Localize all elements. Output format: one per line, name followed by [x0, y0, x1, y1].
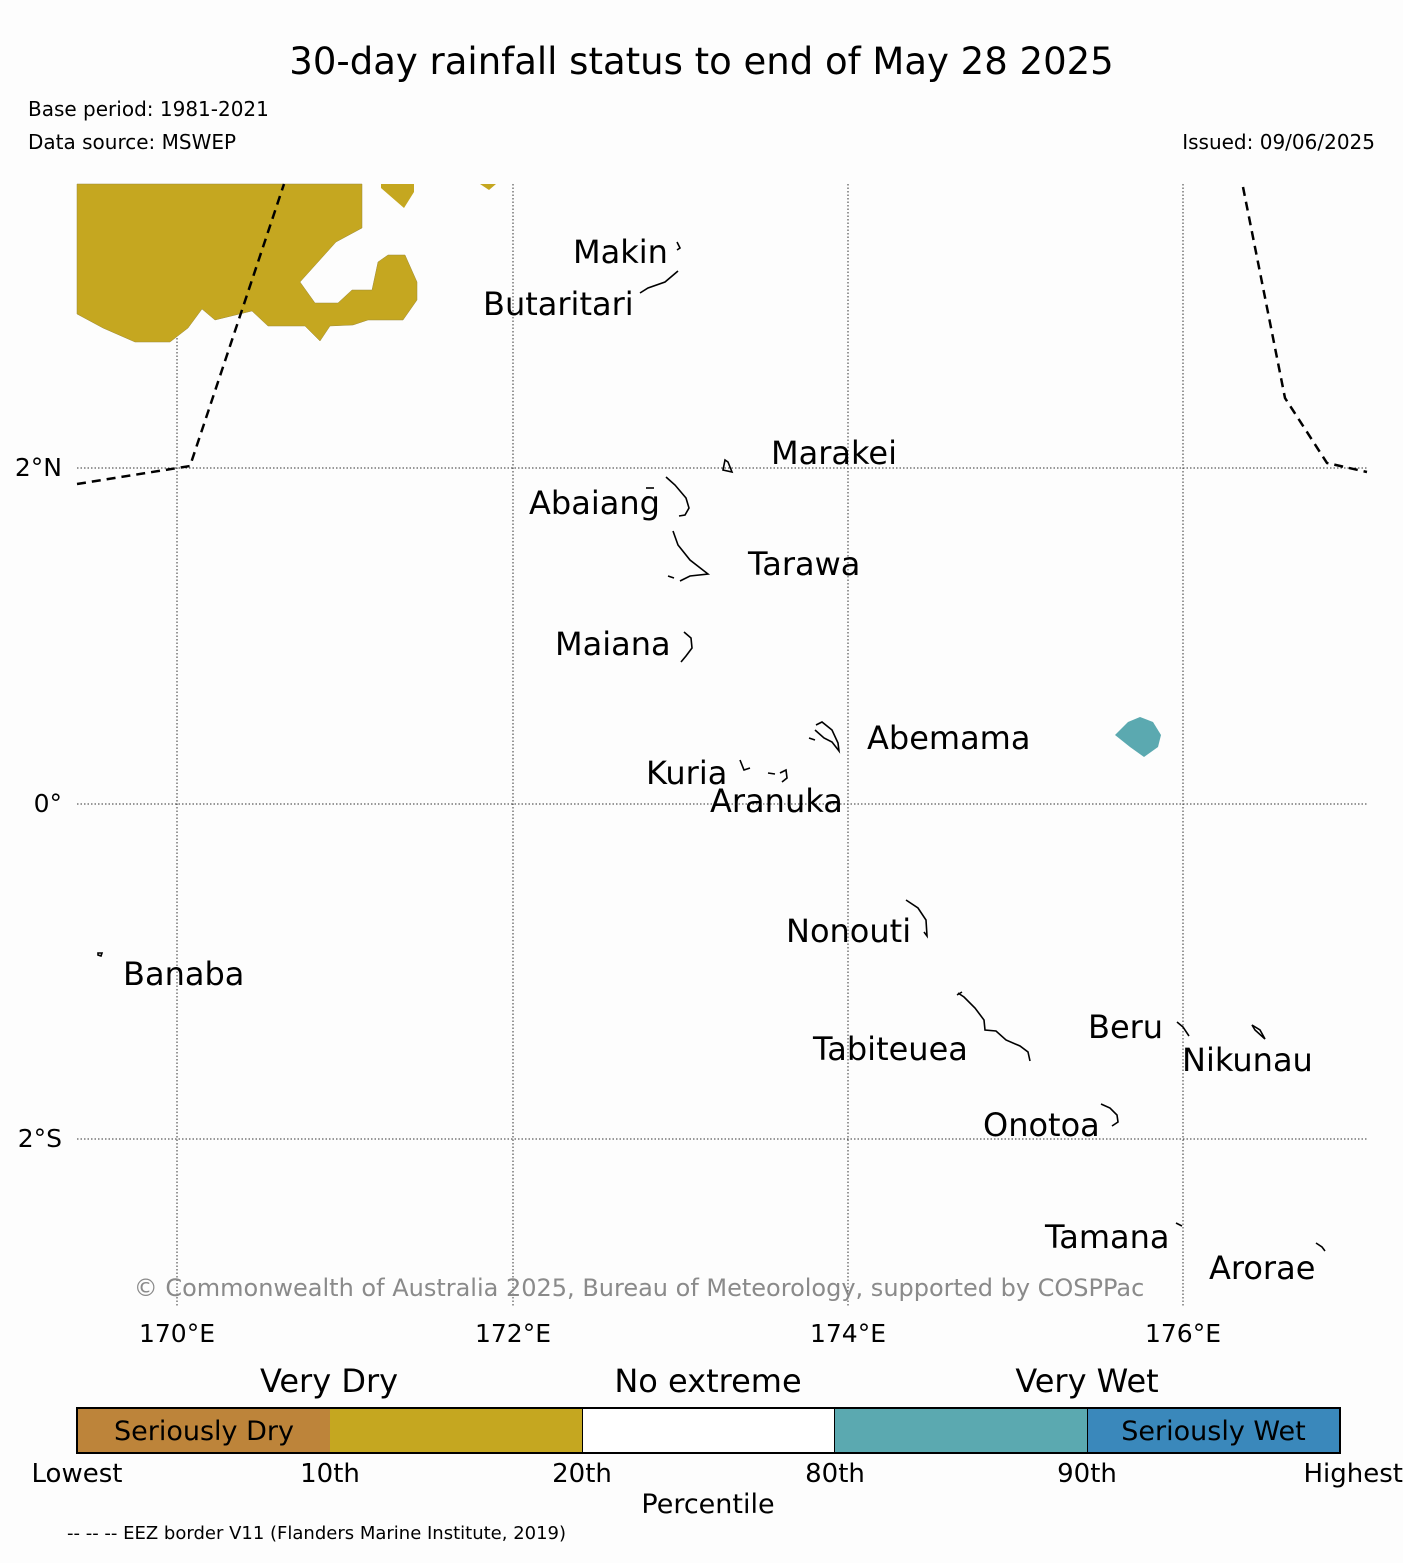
very-dry-region-tiny: [480, 184, 496, 190]
place-label-kuria: Kuria: [646, 754, 728, 792]
lon-label-174e: 174°E: [809, 1319, 886, 1348]
legend-box-seriously-dry: Seriously Dry: [76, 1407, 332, 1454]
legend-tick-80th: 80th: [805, 1459, 865, 1489]
lat-label-2s: 2°S: [17, 1124, 62, 1153]
copyright-text: © Commonwealth of Australia 2025, Bureau…: [133, 1274, 1145, 1302]
tamana-island: [1175, 1222, 1183, 1227]
place-label-nikunau: Nikunau: [1182, 1041, 1313, 1079]
butaritari-atoll: [639, 270, 679, 294]
very-dry-region: [76, 183, 418, 343]
legend-tick-lowest: Lowest: [31, 1459, 123, 1489]
lon-label-170e: 170°E: [138, 1319, 215, 1348]
place-label-aranuka: Aranuka: [710, 782, 843, 820]
abemama-atoll: [814, 721, 841, 754]
nonouti-atoll: [905, 899, 928, 939]
place-label-maiana: Maiana: [555, 625, 671, 663]
arorae-island: [1315, 1242, 1326, 1252]
base-period-text: Base period: 1981-2021: [28, 97, 269, 121]
lon-label-176e: 176°E: [1144, 1319, 1221, 1348]
legend-box-no-extreme: [582, 1407, 836, 1454]
place-label-butaritari: Butaritari: [483, 285, 634, 323]
legend-box-seriously-wet: Seriously Wet: [1087, 1407, 1341, 1454]
place-label-abaiang: Abaiang: [529, 484, 660, 522]
place-label-banaba: Banaba: [123, 955, 245, 993]
makin-atoll: [676, 241, 682, 251]
maiana-atoll: [680, 631, 693, 663]
eez-border: [76, 183, 1368, 486]
onotoa-atoll: [1100, 1103, 1119, 1127]
legend-axis-label: Percentile: [641, 1489, 775, 1520]
place-label-onotoa: Onotoa: [983, 1106, 1100, 1144]
place-label-beru: Beru: [1088, 1008, 1164, 1046]
legend-heading-very-wet: Very Wet: [1015, 1362, 1159, 1400]
tarawa-atoll: [672, 530, 711, 582]
legend-box-very-wet: [834, 1407, 1089, 1454]
map-title: 30-day rainfall status to end of May 28 …: [289, 40, 1114, 83]
lon-label-172e: 172°E: [474, 1319, 551, 1348]
legend-tick-20th: 20th: [552, 1459, 612, 1489]
tabiteuea-atoll: [957, 992, 1031, 1062]
abaiang-atoll: [665, 476, 690, 517]
legend-tick-90th: 90th: [1057, 1459, 1117, 1489]
graticule: [77, 184, 1367, 1306]
legend-box-label: Seriously Wet: [1121, 1416, 1306, 1447]
lat-label-equator: 0°: [33, 789, 62, 818]
lat-label-2n: 2°N: [14, 453, 62, 482]
place-label-tamana: Tamana: [1045, 1218, 1170, 1256]
data-source-text: Data source: MSWEP: [28, 130, 237, 154]
place-label-arorae: Arorae: [1209, 1249, 1316, 1287]
legend-heading-very-dry: Very Dry: [259, 1362, 399, 1400]
issued-date-text: Issued: 09/06/2025: [1182, 130, 1375, 154]
very-wet-region: [1115, 717, 1161, 757]
place-label-tabiteuea: Tabiteuea: [813, 1030, 968, 1068]
eez-footnote: -- -- -- EEZ border V11 (Flanders Marine…: [67, 1523, 567, 1544]
legend-tick-highest: Highest: [1303, 1459, 1403, 1489]
beru-atoll: [1176, 1021, 1190, 1037]
marakei-atoll: [722, 458, 734, 474]
legend-box-very-dry: [330, 1407, 584, 1454]
aranuka-atoll: [767, 768, 788, 783]
place-label-makin: Makin: [573, 233, 668, 271]
banaba-island: [97, 952, 104, 958]
kuria-atoll: [739, 759, 751, 771]
legend-heading-no-extreme: No extreme: [614, 1362, 802, 1400]
place-label-tarawa: Tarawa: [748, 545, 861, 583]
very-dry-region-small: [381, 184, 414, 208]
legend-tick-10th: 10th: [300, 1459, 360, 1489]
atoll-outlines: [97, 241, 1326, 1252]
place-label-nonouti: Nonouti: [786, 912, 912, 950]
legend-box-label: Seriously Dry: [114, 1416, 294, 1447]
place-label-marakei: Marakei: [771, 434, 897, 472]
place-label-abemama: Abemama: [867, 719, 1031, 757]
nikunau-atoll: [1251, 1024, 1266, 1040]
